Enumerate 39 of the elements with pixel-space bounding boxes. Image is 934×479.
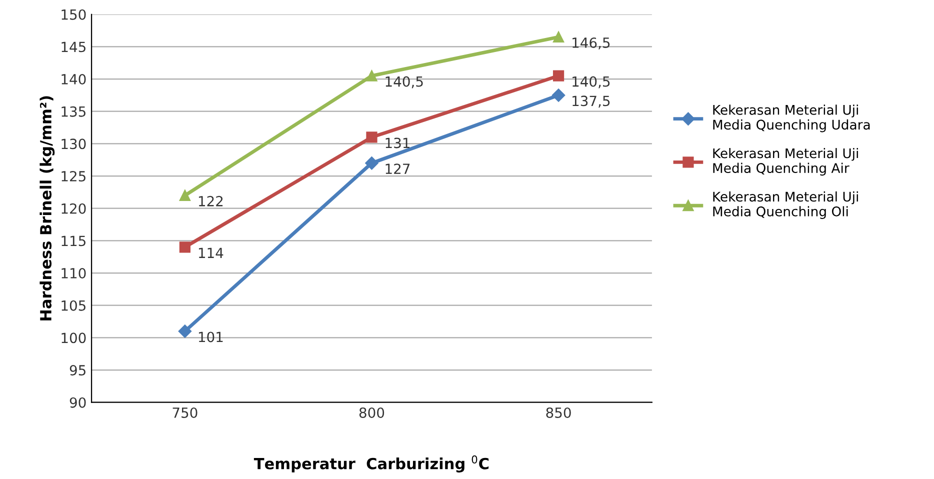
y-tick-label: 105 xyxy=(62,300,86,311)
y-tick-label: 135 xyxy=(62,106,86,117)
point xyxy=(178,324,192,338)
y-tick-label: 145 xyxy=(62,42,86,52)
point xyxy=(366,70,378,82)
data-label: 146,5 xyxy=(572,37,610,50)
x-tick-label: 800 xyxy=(359,407,384,418)
legend-label: Kekerasan Meterial Uji Media Quenching Udara xyxy=(713,104,870,132)
legend-label: Kekerasan Meterial Uji Media Quenching Air xyxy=(713,148,858,176)
y-tick-label: 100 xyxy=(62,332,86,344)
point xyxy=(552,31,564,43)
y-tick-label: 115 xyxy=(62,236,86,246)
data-label: 114 xyxy=(198,248,224,258)
data-label: 131 xyxy=(386,138,410,148)
data-label: 137,5 xyxy=(572,96,610,108)
point xyxy=(552,88,566,102)
y-axis-title: Hardness Brinell (kg/mm²) xyxy=(40,96,55,320)
point xyxy=(366,132,378,143)
data-label: 140,5 xyxy=(386,76,423,88)
y-tick-label: 130 xyxy=(62,138,86,150)
y-tick-label: 140 xyxy=(62,74,86,85)
data-label: 140,5 xyxy=(572,76,610,88)
y-tick-label: 110 xyxy=(62,268,86,279)
data-label: 127 xyxy=(386,164,410,174)
data-label: 101 xyxy=(198,332,223,342)
x-axis-title: Temperatur Carburizing $^{0}$C xyxy=(254,455,489,472)
x-tick-label: 750 xyxy=(172,407,198,418)
x-tick-label: 850 xyxy=(546,407,571,418)
point xyxy=(365,156,378,170)
y-tick-label: 95 xyxy=(70,364,86,376)
y-tick-label: 125 xyxy=(62,171,86,182)
point xyxy=(179,190,190,201)
y-tick-label: 90 xyxy=(70,397,86,408)
y-tick-label: 120 xyxy=(62,203,86,214)
y-tick-label: 150 xyxy=(62,9,86,20)
data-label: 122 xyxy=(198,196,223,206)
legend-label: Kekerasan Meterial Uji Media Quenching Oli xyxy=(713,191,858,219)
point xyxy=(552,70,564,82)
point xyxy=(179,242,190,253)
